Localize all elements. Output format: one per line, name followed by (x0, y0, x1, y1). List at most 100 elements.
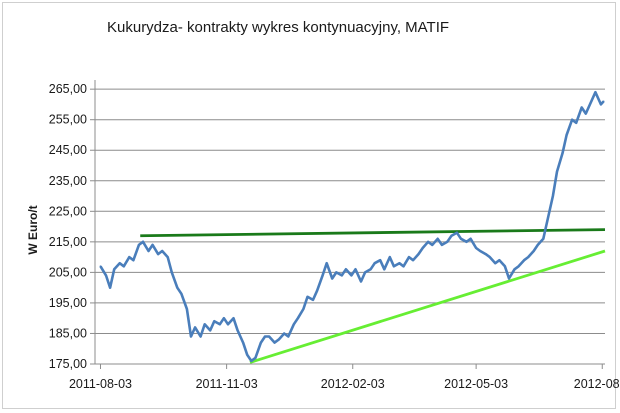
data-point (379, 259, 382, 262)
data-point (417, 253, 420, 255)
data-point (194, 326, 196, 329)
data-point (364, 271, 366, 274)
x-tick-label: 2011-11-03 (196, 377, 258, 391)
data-point (222, 317, 225, 320)
data-point (369, 268, 372, 271)
data-point (584, 112, 587, 115)
data-point (402, 265, 405, 268)
data-point (602, 100, 605, 103)
data-point (460, 237, 462, 240)
data-point (575, 121, 578, 124)
x-tick-label: 2012-05-03 (444, 377, 508, 391)
data-point (412, 259, 414, 262)
data-point (218, 323, 221, 326)
data-point (590, 100, 593, 103)
axes (94, 80, 605, 369)
y-tick-label: 265,00 (49, 82, 87, 96)
data-point (113, 268, 116, 271)
data-point (431, 244, 434, 246)
data-point (488, 256, 491, 259)
data-point (546, 219, 549, 222)
data-point (440, 244, 443, 246)
data-point (350, 274, 353, 277)
trendline (249, 249, 606, 364)
data-point (316, 289, 318, 292)
data-point (166, 256, 169, 259)
data-point (122, 265, 125, 268)
data-point (325, 262, 328, 265)
data-point (292, 323, 295, 326)
data-point (335, 271, 338, 274)
data-point (132, 259, 135, 262)
data-point (388, 256, 391, 259)
x-tick-labels: 2011-08-03 2011-11-03 2012-02-03 2012-05-03… (69, 377, 620, 391)
data-point (283, 332, 286, 335)
data-point (504, 265, 506, 268)
data-point (185, 308, 188, 310)
y-tick-label: 225,00 (49, 204, 87, 218)
series-group (99, 90, 605, 363)
data-point (565, 134, 568, 136)
data-point (254, 356, 257, 359)
data-point (161, 250, 164, 252)
data-point (105, 274, 107, 277)
data-point (306, 295, 309, 298)
data-point (199, 335, 202, 338)
x-tick-label: 2011-08-03 (69, 377, 132, 391)
data-point (176, 286, 179, 289)
data-point (571, 118, 573, 121)
data-point (246, 353, 249, 356)
y-tick-label: 185,00 (49, 326, 87, 340)
data-point (340, 274, 343, 277)
data-point (552, 195, 554, 197)
data-point (484, 253, 487, 255)
data-point (392, 265, 395, 268)
data-point (498, 259, 501, 262)
data-point (268, 335, 271, 338)
y-tick-label: 215,00 (49, 235, 87, 249)
data-point (312, 298, 314, 301)
data-point (242, 341, 244, 344)
data-point (446, 240, 449, 243)
data-point (479, 250, 482, 252)
y-tick-label: 175,00 (49, 357, 87, 371)
x-tick-label: 2012-02-03 (321, 377, 385, 391)
data-point (157, 253, 159, 255)
data-point (513, 268, 516, 271)
data-point (508, 277, 510, 280)
data-point (213, 320, 216, 323)
data-point (517, 265, 520, 268)
data-point (151, 244, 154, 246)
data-point (494, 262, 497, 265)
data-point (542, 237, 545, 240)
data-point (469, 237, 472, 240)
data-point (373, 262, 376, 265)
data-point (277, 338, 280, 341)
data-point (209, 329, 212, 332)
data-point (99, 265, 102, 268)
data-point (227, 323, 229, 326)
data-point (264, 335, 266, 338)
data-point (180, 292, 183, 295)
data-point (527, 256, 530, 259)
data-point (287, 335, 290, 338)
data-point (475, 247, 478, 249)
data-point (344, 268, 347, 271)
series-line (99, 90, 605, 363)
data-point (147, 250, 150, 252)
x-tick-label: 2012-08-0 (574, 377, 620, 391)
data-point (137, 244, 140, 246)
data-point (128, 256, 131, 259)
data-point (561, 152, 564, 155)
data-point (523, 259, 526, 262)
data-point (321, 274, 324, 277)
data-point (297, 317, 299, 320)
data-point (142, 240, 144, 243)
y-tick-labels: 175,00 185,00 195,00 205,00 215,00 225,00 235,… (49, 82, 87, 371)
y-tick-label: 245,00 (49, 143, 87, 157)
data-point (536, 244, 539, 246)
data-point (408, 256, 410, 259)
data-point (532, 250, 535, 252)
data-point (465, 240, 468, 243)
